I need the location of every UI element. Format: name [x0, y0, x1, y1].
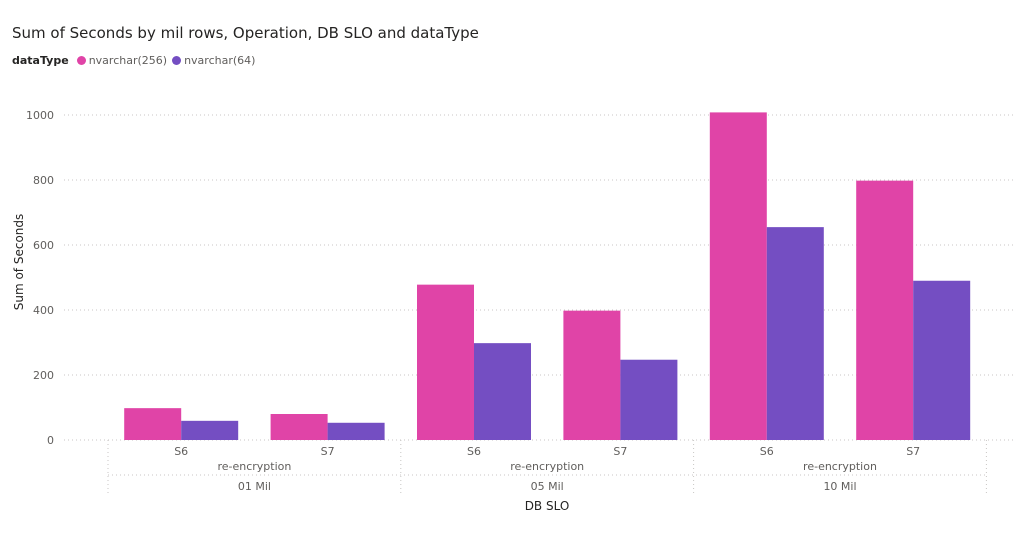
bar-nvarchar-256--2: [270, 414, 328, 440]
legend: dataType nvarchar(256) nvarchar(64): [12, 54, 260, 67]
x-tick-label: S6: [467, 445, 481, 458]
bar-nvarchar-64--1: [181, 420, 239, 440]
chart-title: Sum of Seconds by mil rows, Operation, D…: [12, 24, 479, 42]
bar-nvarchar-64--5: [766, 227, 824, 440]
y-axis-title: Sum of Seconds: [12, 214, 26, 311]
x-tick-label: S7: [906, 445, 920, 458]
bar-nvarchar-256--1: [124, 408, 182, 440]
legend-title: dataType: [12, 54, 69, 67]
bar-nvarchar-64--4: [620, 359, 678, 440]
y-tick-label: 200: [33, 369, 54, 382]
bar-layer: [124, 112, 971, 441]
operation-label: re-encryption: [510, 460, 584, 473]
bar-nvarchar-256--4: [563, 310, 621, 440]
mil-rows-label: 01 Mil: [238, 480, 271, 493]
mil-rows-label: 10 Mil: [823, 480, 856, 493]
bar-nvarchar-64--6: [913, 280, 971, 440]
mil-rows-label: 05 Mil: [531, 480, 564, 493]
y-tick-label: 1000: [26, 109, 54, 122]
bar-nvarchar-64--3: [474, 343, 531, 440]
y-tick-label: 0: [47, 434, 54, 447]
bar-nvarchar-64--2: [327, 422, 385, 440]
legend-swatch-series-2: [172, 56, 182, 65]
x-axis-title: DB SLO: [525, 499, 570, 513]
x-tick-label: S7: [321, 445, 335, 458]
y-tick-label: 600: [33, 239, 54, 252]
y-tick-label: 400: [33, 304, 54, 317]
bar-nvarchar-256--3: [417, 284, 474, 440]
legend-item-series-1[interactable]: nvarchar(256): [76, 54, 168, 67]
bar-nvarchar-256--6: [856, 180, 914, 440]
y-tick-label: 800: [33, 174, 54, 187]
x-tick-label: S6: [174, 445, 188, 458]
legend-label-series-2: nvarchar(64): [184, 54, 256, 67]
x-tick-label: S6: [760, 445, 774, 458]
x-tick-label: S7: [613, 445, 627, 458]
legend-swatch-series-1: [76, 56, 86, 65]
legend-label-series-1: nvarchar(256): [88, 54, 168, 67]
bar-nvarchar-256--5: [709, 112, 767, 441]
legend-item-series-2[interactable]: nvarchar(64): [172, 54, 255, 67]
operation-label: re-encryption: [803, 460, 877, 473]
operation-label: re-encryption: [217, 460, 291, 473]
axis-layer: 0 200 400 600 800 1000 S6 S7 S6 S7 S6 S7 re-encrypti…: [26, 109, 987, 495]
